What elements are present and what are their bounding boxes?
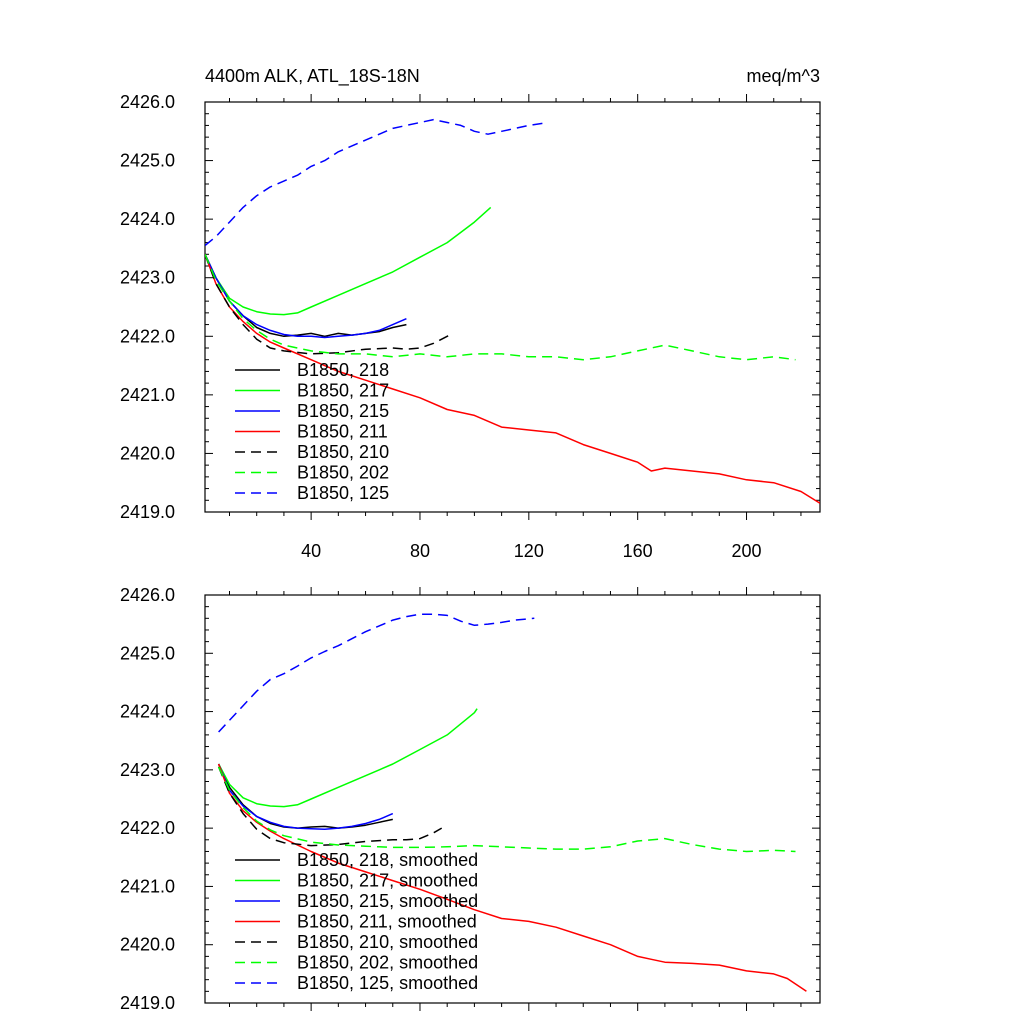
series-line-0	[217, 763, 393, 829]
plot-panel-bottom: 2419.0 2420.0 2421.0 2422.0 2423.0 2424.0 2425…	[120, 585, 821, 1013]
series-line-4	[217, 766, 443, 847]
y-tick-label: 2419.0	[120, 993, 175, 1013]
series-line-3	[205, 254, 820, 504]
legend-label: B1850, 202	[297, 463, 389, 483]
legend-label: B1850, 210	[297, 442, 389, 462]
legend-label: B1850, 217	[297, 381, 389, 401]
plot-frame	[204, 594, 821, 1004]
series-line-5	[205, 254, 796, 361]
y-tick-label: 2421.0	[120, 876, 175, 896]
legend-label: B1850, 217, smoothed	[297, 871, 478, 891]
legend-label: B1850, 211	[297, 422, 388, 442]
plot-frame	[204, 101, 821, 513]
legend-label: B1850, 210, smoothed	[297, 932, 478, 952]
y-tick-label: 2426.0	[120, 92, 175, 112]
series-line-5	[217, 766, 796, 853]
legend-label: B1850, 125	[297, 483, 389, 503]
legend-label: B1850, 125, smoothed	[297, 973, 478, 993]
series-line-6	[205, 118, 549, 247]
y-tick-label: 2423.0	[120, 760, 175, 780]
y-tick-label: 2426.0	[120, 585, 175, 605]
y-tick-label: 2419.0	[120, 502, 175, 522]
x-tick-label: 160	[623, 541, 653, 561]
series-line-3	[217, 763, 807, 992]
chart-title: 4400m ALK, ATL_18S-18N	[205, 66, 420, 87]
legend-label: B1850, 211, smoothed	[297, 912, 477, 932]
y-tick-label: 2421.0	[120, 385, 175, 405]
y-tick-label: 2420.0	[120, 935, 175, 955]
y-tick-label: 2422.0	[120, 326, 175, 346]
x-tick-label: 200	[732, 541, 762, 561]
y-tick-label: 2425.0	[120, 151, 175, 171]
series-line-2	[217, 763, 394, 831]
legend-label: B1850, 218	[297, 360, 389, 380]
y-tick-label: 2422.0	[120, 818, 175, 838]
y-tick-label: 2424.0	[120, 702, 175, 722]
chart-units: meq/m^3	[747, 66, 820, 86]
y-tick-label: 2420.0	[120, 443, 175, 463]
y-tick-label: 2423.0	[120, 268, 175, 288]
legend-label: B1850, 215	[297, 401, 389, 421]
series-line-0	[205, 253, 407, 338]
series-line-6	[218, 613, 535, 733]
x-tick-label: 40	[301, 541, 321, 561]
series-line-4	[205, 254, 453, 355]
y-tick-label: 2425.0	[120, 643, 175, 663]
series-line-1	[217, 708, 478, 808]
legend-label: B1850, 218, smoothed	[297, 850, 478, 870]
plot-panel-top: 2419.0 2420.0 2421.0 2422.0 2423.0 2424.0 2425…	[120, 92, 821, 561]
legend-label: B1850, 215, smoothed	[297, 891, 478, 911]
series-line-2	[205, 253, 407, 339]
x-tick-label: 120	[514, 541, 544, 561]
y-tick-label: 2424.0	[120, 209, 175, 229]
series-line-1	[205, 206, 492, 316]
legend-label: B1850, 202, smoothed	[297, 953, 478, 973]
x-tick-label: 80	[410, 541, 430, 561]
